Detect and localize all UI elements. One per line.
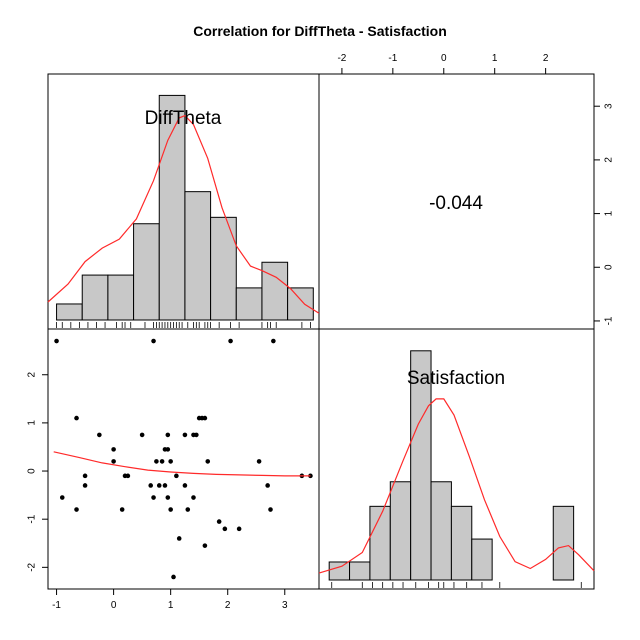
panel-bottom-right (318, 328, 595, 590)
x-axis-tick-label: -1 (52, 600, 61, 611)
top-axis-tick-label: -1 (388, 53, 397, 64)
scatter-point (97, 432, 102, 438)
scatter-point (119, 507, 125, 512)
scatter-point (82, 483, 88, 488)
satisfaction-bar (349, 561, 371, 581)
difftheta-bar (158, 94, 186, 321)
x-axis-tick-label: 3 (282, 600, 288, 611)
chart-title: Correlation for DiffTheta - Satisfaction (193, 23, 447, 39)
right-axis-tick-label: 3 (604, 103, 615, 109)
scatter-point (162, 483, 168, 488)
scatter-point (194, 432, 199, 438)
satisfaction-bar (552, 505, 575, 581)
y-axis-tick-label: -2 (27, 562, 38, 571)
scatter-point (256, 459, 262, 464)
scatter-point (268, 507, 273, 512)
scatter-plot (53, 338, 313, 580)
scatter-point (74, 415, 79, 421)
y-axis-tick-label: 2 (27, 372, 38, 378)
scatter-point (228, 338, 233, 344)
scatter-point (171, 574, 176, 580)
scatter-point (139, 432, 145, 438)
satisfaction-bar (328, 561, 351, 581)
difftheta-bar (56, 303, 83, 321)
scatter-point (165, 432, 171, 438)
scatter-point (174, 473, 179, 479)
x-axis-tick-label: 2 (225, 600, 231, 611)
right-axis-tick-label: 2 (604, 157, 615, 163)
scatter-point (54, 338, 59, 344)
y-axis-tick-label: 1 (27, 420, 38, 426)
scatter-point (191, 495, 196, 500)
scatter-point (168, 459, 173, 464)
scatter-point (205, 459, 211, 464)
y-axis-tick-label: -1 (27, 514, 38, 523)
scatter-point (151, 495, 156, 500)
scatter-point (151, 338, 156, 344)
satisfaction-bar (450, 505, 473, 581)
top-axis-tick-label: -2 (337, 53, 346, 64)
scatter-point (236, 526, 242, 532)
x-axis-tick-label: 1 (168, 600, 174, 611)
scatter-point (154, 459, 159, 464)
scatter-point (159, 459, 165, 464)
satisfaction-bar (430, 481, 452, 581)
difftheta-density-curve (47, 114, 320, 314)
scatter-point (185, 507, 191, 512)
top-axis-tick-label: 2 (543, 53, 549, 64)
right-axis-tick-label: 1 (604, 210, 615, 216)
variable-label-satisfaction: Satisfaction (407, 368, 505, 389)
scatter-point (165, 495, 171, 500)
scatter-point (111, 459, 116, 464)
scatter-point (265, 483, 270, 488)
difftheta-bar (235, 287, 263, 321)
scatter-point (165, 447, 171, 452)
difftheta-bar (287, 287, 314, 321)
difftheta-bar (184, 191, 212, 321)
scatter-point (168, 507, 173, 512)
scatter-point (271, 338, 276, 344)
scatter-point (202, 543, 208, 548)
scatter-point (182, 483, 188, 488)
top-axis-tick-label: 0 (441, 53, 447, 64)
right-axis-tick-label: 0 (604, 264, 615, 270)
top-axis-tick-label: 1 (492, 53, 498, 64)
scatter-point (156, 483, 162, 488)
satisfaction-bar (471, 538, 493, 581)
y-axis-tick-label: 0 (27, 468, 38, 474)
satisfaction-histogram (318, 350, 595, 588)
satisfaction-density-curve (318, 398, 595, 574)
panel-bottom-left (47, 328, 320, 590)
scatter-point (216, 519, 222, 524)
scatter-point (74, 507, 79, 512)
axes: -1 0 1 2 3 -2 -1 0 1 2 -2 -1 0 1 2 -1 0 1 2 3 (27, 53, 615, 611)
difftheta-bar (210, 216, 237, 321)
difftheta-bar (261, 261, 289, 321)
scatter-point (125, 473, 131, 479)
variable-label-difftheta: DiffTheta (145, 108, 222, 129)
scatter-point (59, 495, 65, 500)
scatter-point (176, 536, 182, 541)
loess-curve (53, 451, 311, 477)
satisfaction-bar (410, 350, 432, 581)
difftheta-bar (81, 274, 109, 321)
scatter-point (308, 473, 313, 479)
scatter-point (111, 447, 116, 452)
correlation-value: -0.044 (429, 193, 483, 214)
scatter-point (222, 526, 228, 532)
right-axis-tick-label: -1 (604, 316, 615, 325)
x-axis-tick-label: 0 (111, 600, 117, 611)
scatter-point (202, 415, 208, 421)
scatter-point (148, 483, 153, 488)
difftheta-histogram (47, 94, 320, 328)
satisfaction-bar (389, 481, 412, 581)
scatter-point (182, 432, 188, 438)
difftheta-bar (133, 223, 160, 321)
scatter-point (82, 473, 88, 479)
difftheta-bar (107, 274, 135, 321)
